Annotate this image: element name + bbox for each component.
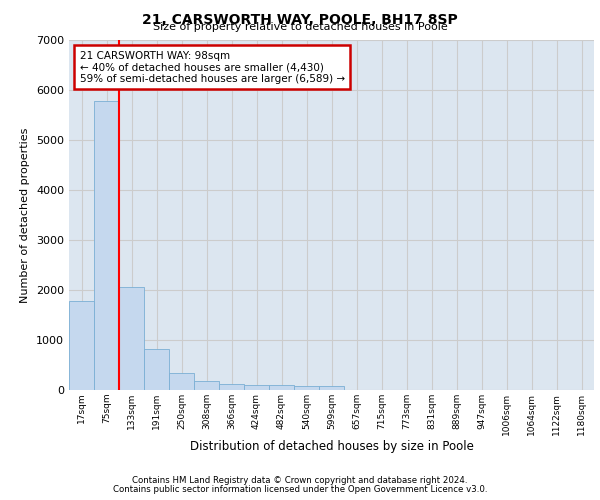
- Text: 21, CARSWORTH WAY, POOLE, BH17 8SP: 21, CARSWORTH WAY, POOLE, BH17 8SP: [142, 12, 458, 26]
- Bar: [244, 385, 269, 390]
- Bar: [194, 380, 219, 390]
- Bar: [144, 349, 169, 390]
- Y-axis label: Number of detached properties: Number of detached properties: [20, 128, 31, 302]
- Bar: [219, 384, 244, 390]
- Text: Contains public sector information licensed under the Open Government Licence v3: Contains public sector information licen…: [113, 484, 487, 494]
- Text: 21 CARSWORTH WAY: 98sqm
← 40% of detached houses are smaller (4,430)
59% of semi: 21 CARSWORTH WAY: 98sqm ← 40% of detache…: [79, 50, 344, 84]
- Bar: [269, 385, 294, 390]
- Text: Size of property relative to detached houses in Poole: Size of property relative to detached ho…: [152, 22, 448, 32]
- Bar: [319, 386, 344, 390]
- Bar: [169, 373, 194, 390]
- X-axis label: Distribution of detached houses by size in Poole: Distribution of detached houses by size …: [190, 440, 473, 454]
- Bar: [69, 301, 94, 390]
- Bar: [119, 287, 144, 390]
- Text: Contains HM Land Registry data © Crown copyright and database right 2024.: Contains HM Land Registry data © Crown c…: [132, 476, 468, 485]
- Bar: [294, 386, 319, 390]
- Bar: [94, 101, 119, 390]
